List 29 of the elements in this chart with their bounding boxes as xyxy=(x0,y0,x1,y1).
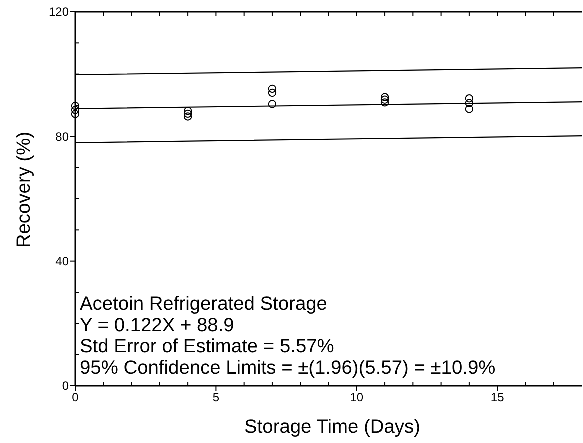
y-tick-label: 0 xyxy=(62,379,70,394)
point xyxy=(268,84,277,94)
point xyxy=(465,94,474,103)
point xyxy=(268,100,277,108)
point xyxy=(184,107,192,116)
y-tick-label: 80 xyxy=(56,130,70,144)
point xyxy=(380,93,390,102)
point xyxy=(71,106,80,114)
y-tick-label: 40 xyxy=(56,254,70,269)
point xyxy=(465,105,474,114)
x-tick-label: 10 xyxy=(350,390,364,404)
y-axis-title: Recovery (%) xyxy=(14,132,35,248)
point xyxy=(465,99,474,108)
annotation: Std Error of Estimate = 5.57% xyxy=(80,336,334,358)
annotation: Acetoin Refrigerated Storage xyxy=(80,294,328,315)
annotation: 95% Confidence Limits = ±(1.96)(5.57) = ±10.9% xyxy=(80,358,496,379)
x-tick-label: 5 xyxy=(212,390,220,404)
point xyxy=(71,102,80,110)
point xyxy=(268,88,277,98)
annotation: Y = 0.122X + 88.9 xyxy=(80,315,234,336)
point xyxy=(380,98,390,107)
point xyxy=(184,112,192,121)
x-axis-title: Storage Time (Days) xyxy=(244,417,420,438)
point xyxy=(184,110,192,118)
y-tick-label: 120 xyxy=(48,5,70,20)
x-tick-label: 0 xyxy=(72,390,80,404)
point xyxy=(71,110,80,118)
x-tick-label: 15 xyxy=(490,390,505,404)
point xyxy=(380,96,390,104)
